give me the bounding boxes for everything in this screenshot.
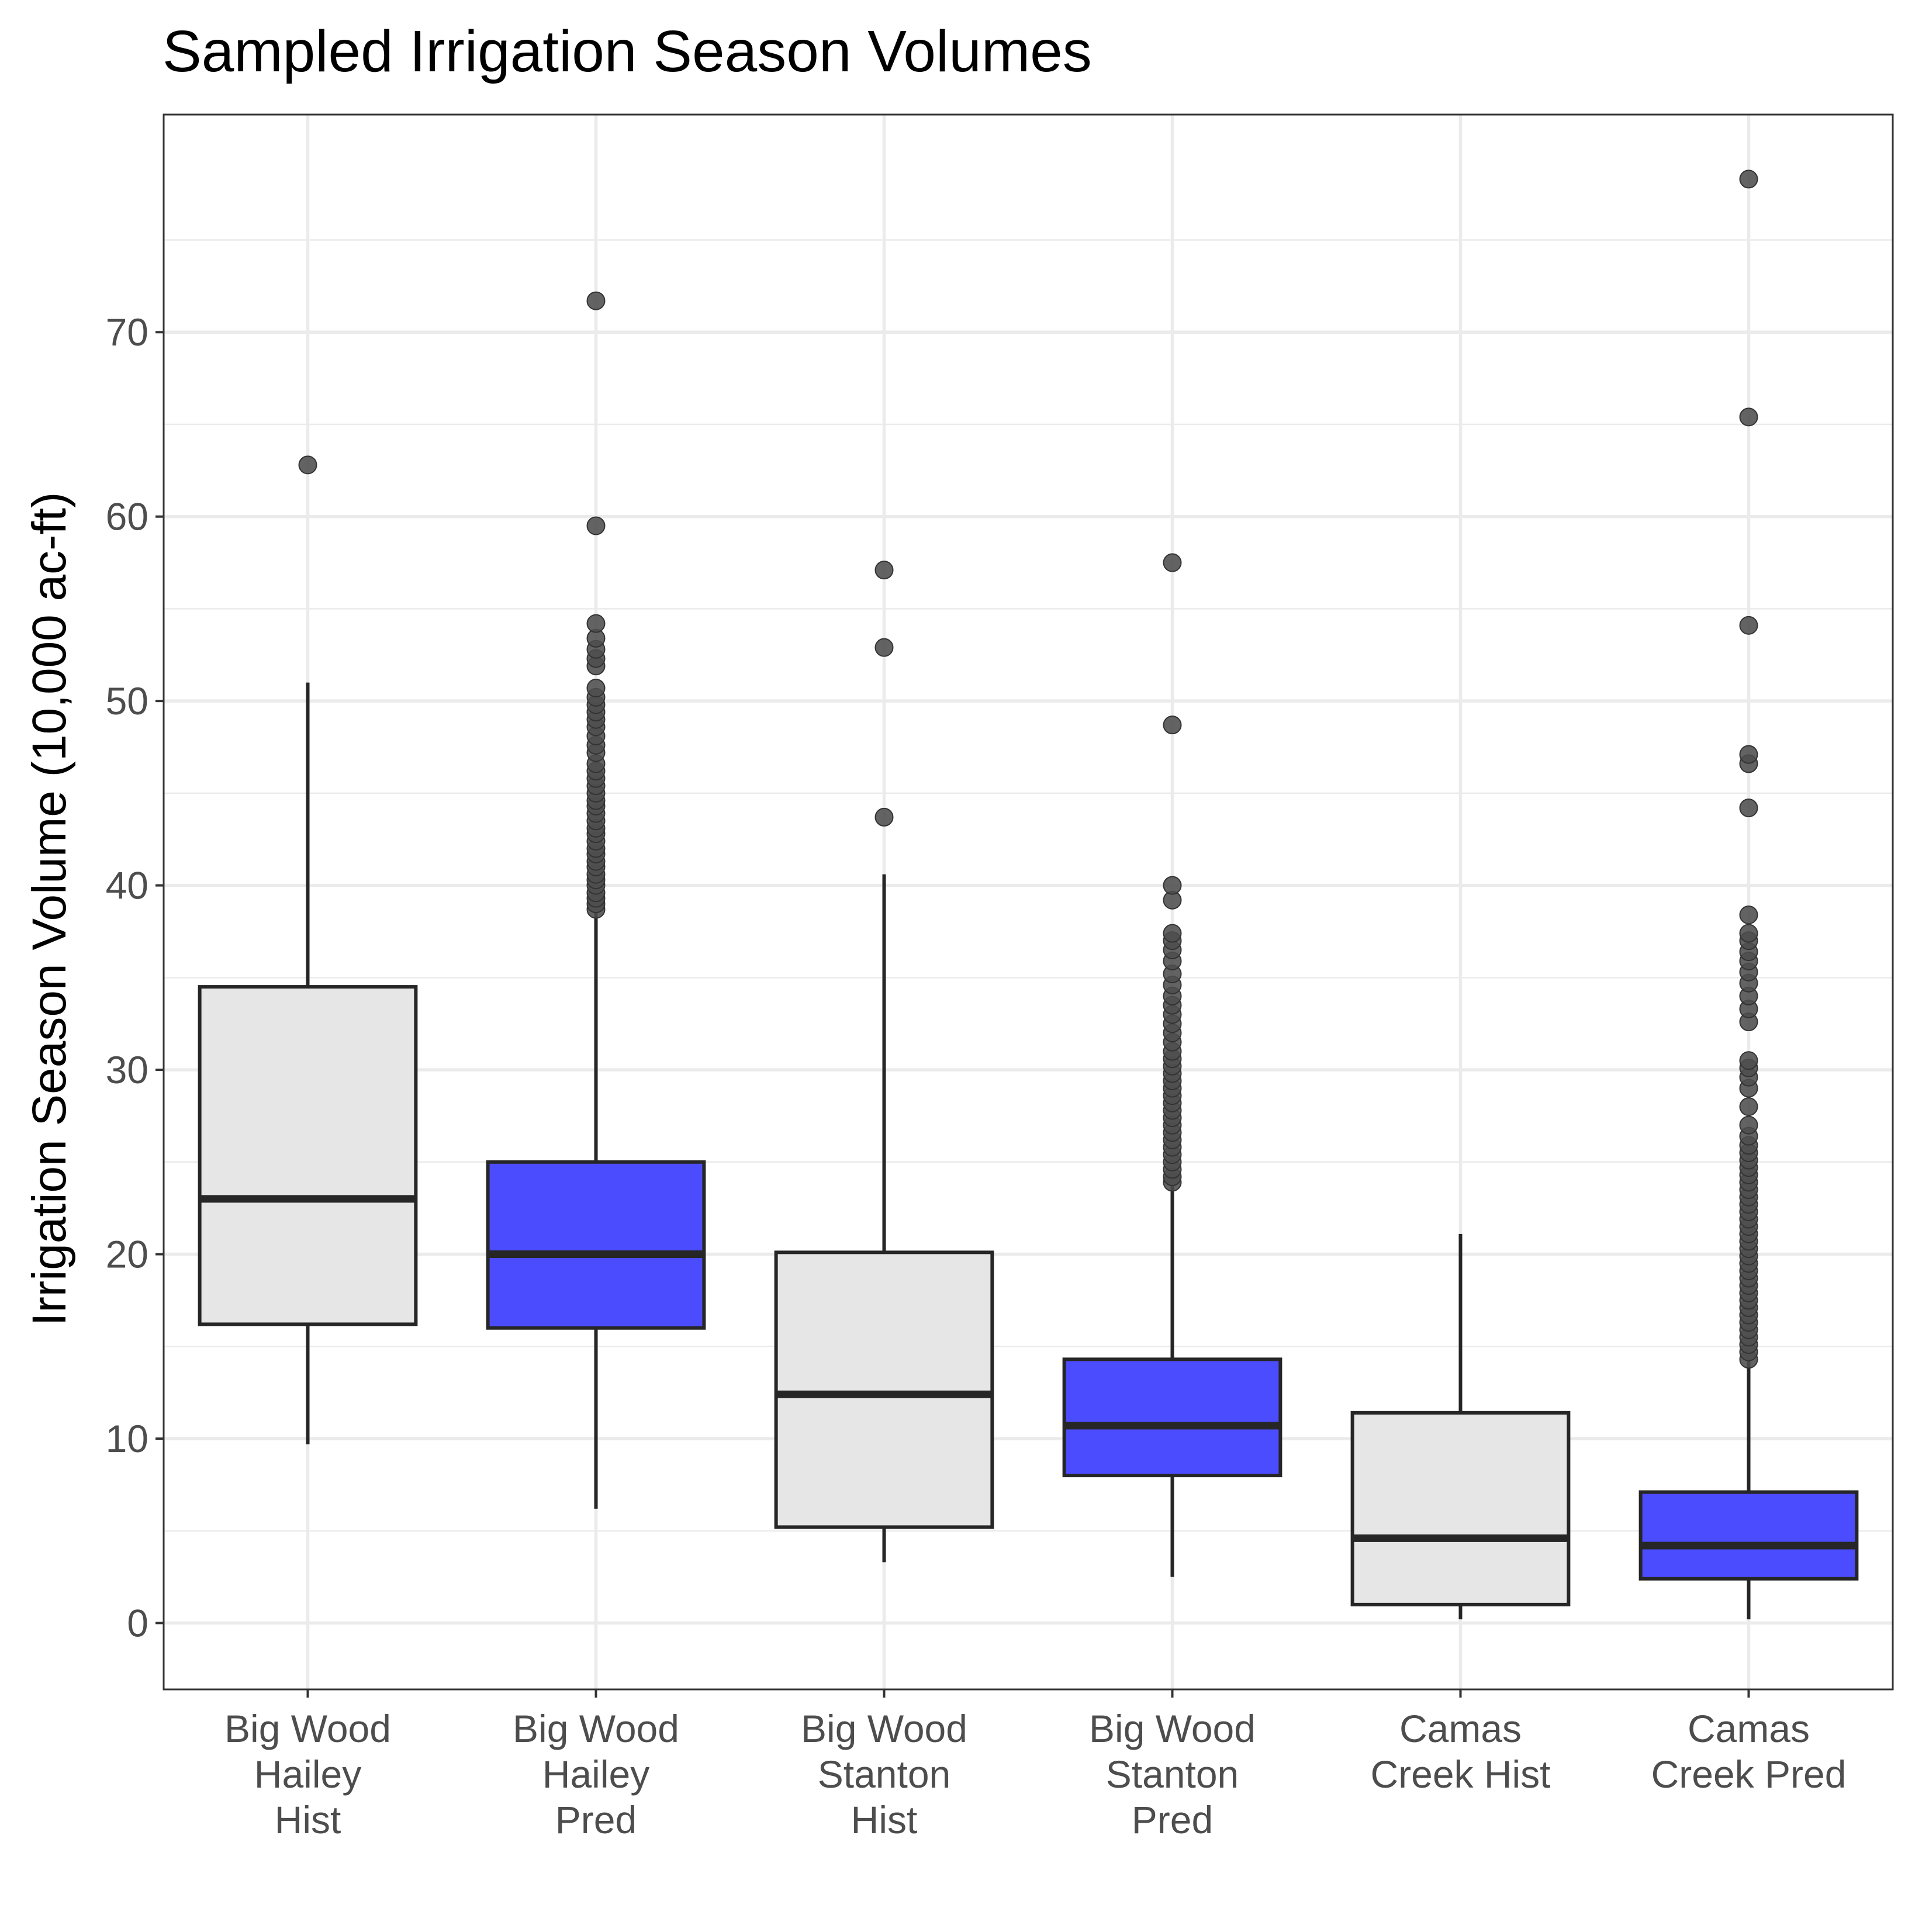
outlier-point <box>1739 1115 1758 1135</box>
iqr-box <box>198 985 418 1326</box>
x-tick-label: Camas Creek Hist <box>1370 1707 1550 1796</box>
x-tick-label: Big Wood Hailey Hist <box>224 1707 391 1841</box>
x-tick-label-line: Hist <box>275 1798 341 1841</box>
box-1 <box>198 682 418 1444</box>
outlier-point <box>874 638 894 657</box>
y-tick-label: 50 <box>106 679 148 723</box>
y-tick-label: 0 <box>127 1601 148 1644</box>
outlier-point <box>586 614 606 633</box>
outlier-point <box>586 679 606 698</box>
box-2 <box>486 913 706 1509</box>
outlier-point <box>1739 1051 1758 1070</box>
outlier-point <box>1739 1097 1758 1117</box>
outlier-point <box>1163 876 1182 895</box>
box-4 <box>1062 1186 1282 1577</box>
x-tick-label-line: Creek Hist <box>1370 1753 1550 1796</box>
x-tick-label-line: Creek Pred <box>1651 1753 1847 1796</box>
plot-panel-border <box>163 113 1894 1691</box>
outlier-point <box>1163 924 1182 943</box>
x-tick-label-line: Camas <box>1399 1707 1522 1750</box>
y-tick-label: 30 <box>106 1048 148 1091</box>
outlier-point <box>1739 799 1758 818</box>
x-tick-label-line: Stanton <box>1106 1753 1239 1796</box>
outlier-point <box>874 807 894 827</box>
outlier-point <box>298 455 317 475</box>
outlier-point <box>1739 407 1758 427</box>
outlier-point <box>1739 924 1758 943</box>
iqr-box <box>774 1250 994 1529</box>
outlier-point <box>1163 553 1182 572</box>
x-tick-label: Big Wood Stanton Pred <box>1089 1707 1256 1841</box>
y-axis-label: Irrigation Season Volume (10,000 ac-ft) <box>23 492 76 1326</box>
x-tick-label-line: Hist <box>851 1798 918 1841</box>
x-tick-label-line: Hailey <box>254 1753 361 1796</box>
chart-title: Sampled Irrigation Season Volumes <box>163 19 1092 84</box>
outlier-point <box>1739 616 1758 635</box>
outlier-point <box>1739 905 1758 925</box>
iqr-box <box>1638 1490 1859 1581</box>
y-tick-label: 10 <box>106 1417 148 1460</box>
x-tick-label-line: Pred <box>555 1798 637 1841</box>
y-tick-label: 20 <box>106 1233 148 1276</box>
y-tick-label: 70 <box>106 310 148 354</box>
y-tick-label: 60 <box>106 495 148 538</box>
outlier-point <box>1739 745 1758 764</box>
outlier-point <box>586 291 606 310</box>
iqr-box <box>1350 1411 1571 1606</box>
x-tick-label-line: Big Wood <box>801 1707 967 1750</box>
x-tick-label-line: Camas <box>1688 1707 1810 1750</box>
iqr-box <box>1062 1357 1282 1478</box>
outliers <box>298 170 1758 1369</box>
x-tick-label-line: Big Wood <box>1089 1707 1256 1750</box>
boxes <box>198 682 1859 1620</box>
x-tick-label: Camas Creek Pred <box>1651 1707 1847 1796</box>
outlier-point <box>1739 170 1758 189</box>
box-3 <box>774 874 994 1563</box>
outlier-point <box>874 561 894 580</box>
box-5 <box>1350 1233 1571 1620</box>
box-6 <box>1638 1361 1859 1620</box>
x-tick-label-line: Hailey <box>542 1753 649 1796</box>
x-tick-label-line: Big Wood <box>513 1707 679 1750</box>
outlier-point <box>586 516 606 535</box>
x-tick-label: Big Wood Stanton Hist <box>801 1707 967 1841</box>
x-tick-label: Big Wood Hailey Pred <box>513 1707 679 1841</box>
iqr-box <box>486 1160 706 1330</box>
outlier-point <box>1163 716 1182 735</box>
x-tick-label-line: Pred <box>1132 1798 1213 1841</box>
x-tick-label-line: Stanton <box>818 1753 951 1796</box>
x-tick-label-line: Big Wood <box>224 1707 391 1750</box>
y-tick-label: 40 <box>106 864 148 907</box>
